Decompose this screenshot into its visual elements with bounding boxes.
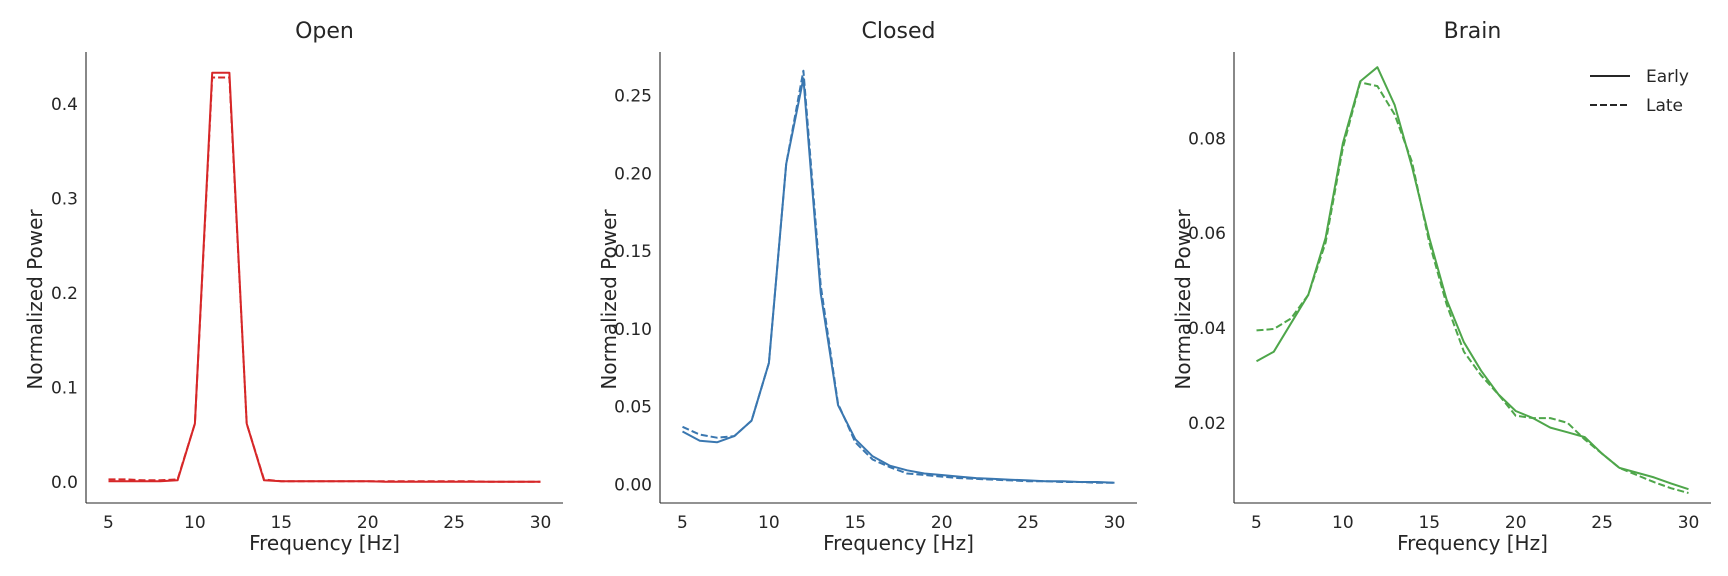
y-axis-label: Normalized Power xyxy=(1171,209,1195,390)
y-tick-label: 0.25 xyxy=(614,87,652,107)
series-line-solid xyxy=(682,77,1115,484)
y-tick-label: 0.4 xyxy=(51,95,78,115)
chart-panel-0: Open 5 10 15 20 25 30 0.0 0.1 0.2 0.3 0.4 Frequency … xyxy=(23,19,563,555)
y-tick-label: 0.3 xyxy=(51,190,78,210)
x-axis-label: Frequency [Hz] xyxy=(823,531,974,555)
legend: Early Late xyxy=(1590,67,1689,116)
x-tick-label: 20 xyxy=(357,513,379,533)
legend-label: Late xyxy=(1646,96,1683,116)
chart-title: Open xyxy=(295,19,354,44)
y-tick-label: 0.02 xyxy=(1188,414,1226,434)
x-tick-label: 5 xyxy=(677,513,688,533)
x-tick-label: 20 xyxy=(1505,513,1527,533)
y-tick-label: 0.20 xyxy=(614,164,652,184)
y-tick-label: 0.1 xyxy=(51,379,78,399)
series-line-solid xyxy=(108,71,541,483)
y-tick-label: 0.06 xyxy=(1188,224,1226,244)
x-tick-label: 30 xyxy=(1678,513,1700,533)
x-tick-label: 30 xyxy=(530,513,552,533)
y-tick-label: 0.00 xyxy=(614,475,652,495)
x-tick-label: 25 xyxy=(1017,513,1039,533)
x-tick-label: 10 xyxy=(1332,513,1354,533)
y-tick-label: 0.10 xyxy=(614,320,652,340)
x-axis-label: Frequency [Hz] xyxy=(249,531,400,555)
x-tick-label: 5 xyxy=(103,513,114,533)
x-tick-label: 15 xyxy=(270,513,292,533)
chart-title: Brain xyxy=(1444,19,1502,44)
legend-label: Early xyxy=(1646,67,1689,87)
y-tick-label: 0.04 xyxy=(1188,319,1226,339)
chart-title: Closed xyxy=(862,19,936,44)
x-tick-label: 30 xyxy=(1104,513,1126,533)
x-tick-label: 5 xyxy=(1251,513,1262,533)
x-tick-label: 25 xyxy=(443,513,465,533)
y-tick-label: 0.15 xyxy=(614,242,652,262)
x-axis-label: Frequency [Hz] xyxy=(1397,531,1548,555)
x-tick-label: 10 xyxy=(184,513,206,533)
series-line-dashed xyxy=(1256,81,1689,494)
chart-panel-2: Brain 5 10 15 20 25 30 0.02 0.04 0.06 0.08 Frequenc… xyxy=(1171,19,1711,555)
x-tick-label: 15 xyxy=(1418,513,1440,533)
x-tick-label: 25 xyxy=(1591,513,1613,533)
x-tick-label: 20 xyxy=(931,513,953,533)
series-line-solid xyxy=(1256,66,1689,491)
y-axis-label: Normalized Power xyxy=(597,209,621,390)
x-tick-label: 10 xyxy=(758,513,780,533)
chart-panel-1: Closed 5 10 15 20 25 30 0.00 0.05 0.10 0.15 0.20 0.2… xyxy=(597,19,1137,555)
y-tick-label: 0.05 xyxy=(614,398,652,418)
y-tick-label: 0.0 xyxy=(51,473,78,493)
y-axis-label: Normalized Power xyxy=(23,209,47,390)
x-tick-label: 15 xyxy=(844,513,866,533)
series-line-dashed xyxy=(682,69,1115,484)
series-line-dashed xyxy=(108,76,541,483)
y-tick-label: 0.2 xyxy=(51,284,78,304)
y-tick-label: 0.08 xyxy=(1188,129,1226,149)
